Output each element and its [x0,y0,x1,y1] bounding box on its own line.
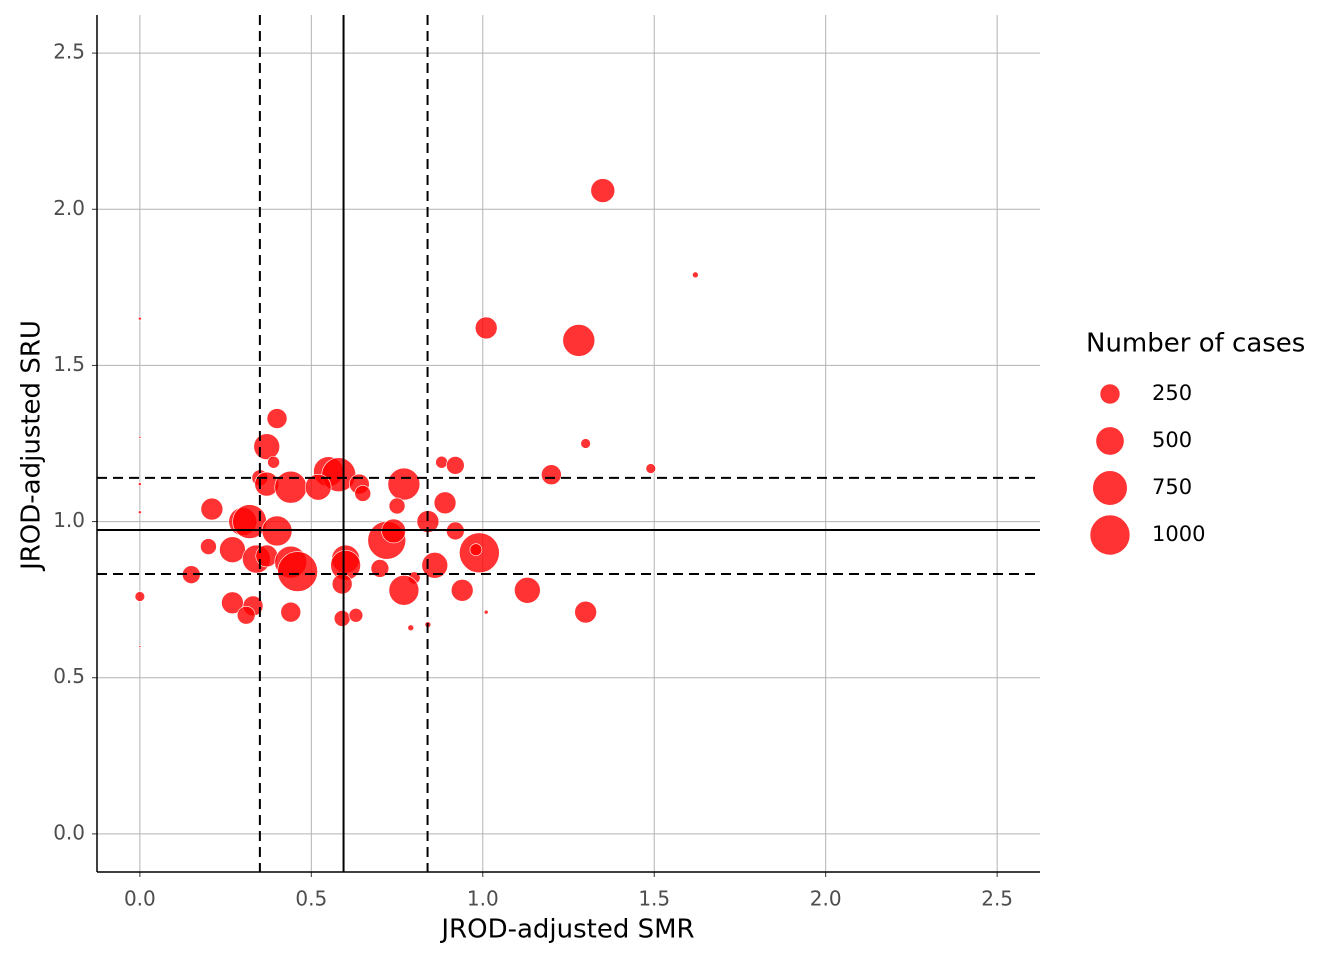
bubble [253,433,281,460]
bubble [446,456,465,475]
bubble [232,504,267,539]
y-tick-label: 2.0 [53,196,85,220]
legend-title: Number of cases [1086,329,1305,359]
x-tick-label: 0.5 [295,887,327,911]
bubble [138,435,142,439]
bubble [304,473,332,501]
bubble [433,491,457,515]
x-axis-title: JROD-adjusted SMR [439,915,694,945]
legend-label: 250 [1152,381,1192,405]
bubble [134,591,146,602]
x-tick-label: 1.5 [638,887,670,911]
bubble [590,178,616,203]
bubble [333,610,351,627]
bubble [280,601,302,623]
bubble [266,408,288,429]
y-tick-label: 1.5 [53,352,85,376]
x-tick-label: 2.5 [981,887,1013,911]
bubble [200,497,224,521]
bubble [387,467,421,501]
x-tick-label: 0.0 [124,887,156,911]
y-tick-label: 0.5 [53,664,85,688]
bubble [219,536,246,563]
bubble [574,600,597,624]
bubble [474,316,498,340]
bubble [370,559,390,578]
bubble [541,464,562,486]
legend-label: 500 [1152,428,1192,452]
legend-bubble [1095,426,1125,456]
bubble [450,579,474,602]
bubble [645,463,656,474]
bubble [388,497,406,515]
bubble [562,324,596,357]
legend-label: 750 [1152,475,1192,499]
legend-bubble [1092,470,1128,506]
bubble [580,438,591,449]
bubble [421,552,449,579]
bubble [331,573,353,595]
y-tick-label: 0.0 [53,820,85,844]
bubble [388,575,420,606]
bubble [236,606,256,625]
bubble [692,271,699,279]
legend-bubble [1099,383,1121,405]
x-tick-label: 1.0 [467,887,499,911]
bubble [138,316,142,321]
bubble [277,551,318,592]
bubble [514,577,541,604]
bubble [200,538,217,555]
y-tick-label: 2.5 [53,40,85,64]
x-tick-label: 2.0 [810,887,842,911]
y-tick-label: 1.0 [53,508,85,532]
bubble [469,543,483,556]
bubble [138,482,142,486]
bubble [138,510,142,515]
bubble [435,455,448,469]
bubble [407,624,415,632]
bubble [354,485,372,502]
y-axis-title: JROD-adjusted SRU [17,320,47,572]
bubble [267,455,280,469]
bubble [274,470,308,504]
legend-label: 1000 [1152,522,1205,546]
bubble [138,645,142,648]
bubble [348,608,364,623]
legend-bubble [1089,514,1131,556]
bubble [483,609,489,615]
